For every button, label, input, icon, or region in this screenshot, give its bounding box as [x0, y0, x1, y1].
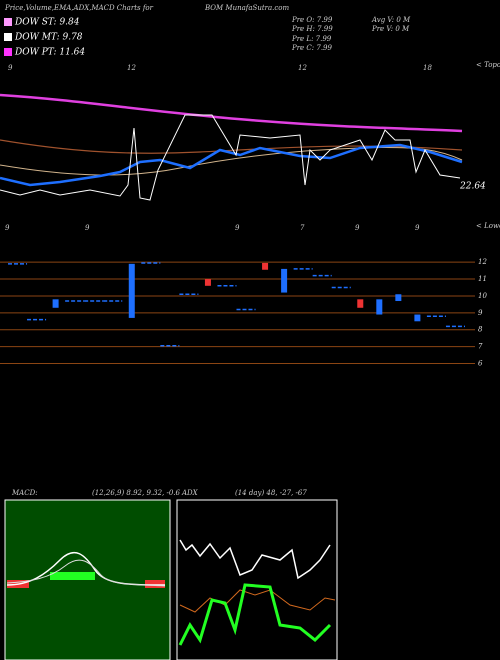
minus-di: [179, 589, 336, 613]
axis-label: 12: [298, 64, 307, 72]
axis-label: 12: [127, 64, 136, 72]
macd-params: (12,26,9) 8.92, 9.32, -0.6: [92, 489, 181, 497]
signal-line: [6, 559, 166, 587]
ema-lines: [0, 93, 463, 201]
hist: [145, 580, 165, 588]
axis-label: 9: [355, 224, 360, 232]
candle: [128, 263, 135, 318]
candle: [376, 299, 383, 315]
y-tick-label: 9: [478, 309, 483, 317]
candle: [395, 294, 402, 302]
last-price: 22.64: [459, 182, 486, 192]
adx-line: [179, 539, 331, 580]
y-tick-label: 7: [478, 343, 483, 351]
candle: [281, 268, 288, 293]
legend-text: DOW PT: 11.64: [14, 48, 85, 58]
price-line: [0, 114, 461, 201]
price-panel: 6 7 8 9 10 11 12: [0, 258, 487, 368]
candle: [204, 279, 211, 286]
axis-label: 9: [235, 224, 240, 232]
y-tick-label: 10: [478, 292, 487, 300]
candle: [414, 314, 421, 322]
hist: [50, 572, 95, 580]
y-tick-label: 8: [478, 326, 483, 334]
candle: [262, 262, 269, 270]
stat: Pre O: 7.99: [291, 16, 333, 24]
axis-label: < Topo: [476, 61, 500, 69]
adx-panel: [176, 499, 338, 660]
stat: Pre H: 7.99: [291, 25, 333, 33]
legend-swatch: [4, 18, 12, 26]
legend-text: DOW MT: 9.78: [14, 33, 83, 43]
y-tick-label: 6: [478, 360, 483, 368]
site: BOM MunafaSutra.com: [204, 4, 290, 12]
axis-label: 9: [8, 64, 13, 72]
title: Price,Volume,EMA,ADX,MACD Charts for: [4, 4, 154, 12]
axis-label: 18: [423, 64, 432, 72]
stat: Pre V: 0 M: [371, 25, 410, 33]
candle: [357, 299, 364, 308]
adx-label: ADX: [181, 489, 199, 497]
price-avg: [0, 143, 463, 187]
stat: Pre C: 7.99: [291, 44, 332, 52]
adx-params: (14 day) 48, -27, -67: [235, 489, 307, 497]
y-tick-label: 12: [478, 258, 487, 266]
axis-label: 7: [300, 224, 305, 232]
candle: [52, 299, 59, 308]
y-tick-label: 11: [478, 275, 487, 283]
axis-label: < Lowo: [476, 222, 500, 230]
axis-label: 9: [85, 224, 90, 232]
stat: Avg V: 0 M: [371, 16, 411, 24]
legend-text: DOW ST: 9.84: [14, 18, 80, 28]
axis-label: 9: [415, 224, 420, 232]
plus-di: [178, 583, 332, 646]
legend-swatch: [4, 48, 12, 56]
axis-label: 9: [5, 224, 10, 232]
pt-line: [0, 93, 463, 133]
macd-label: MACD:: [11, 489, 38, 497]
stat: Pre L: 7.99: [291, 35, 332, 43]
legend-swatch: [4, 33, 12, 41]
